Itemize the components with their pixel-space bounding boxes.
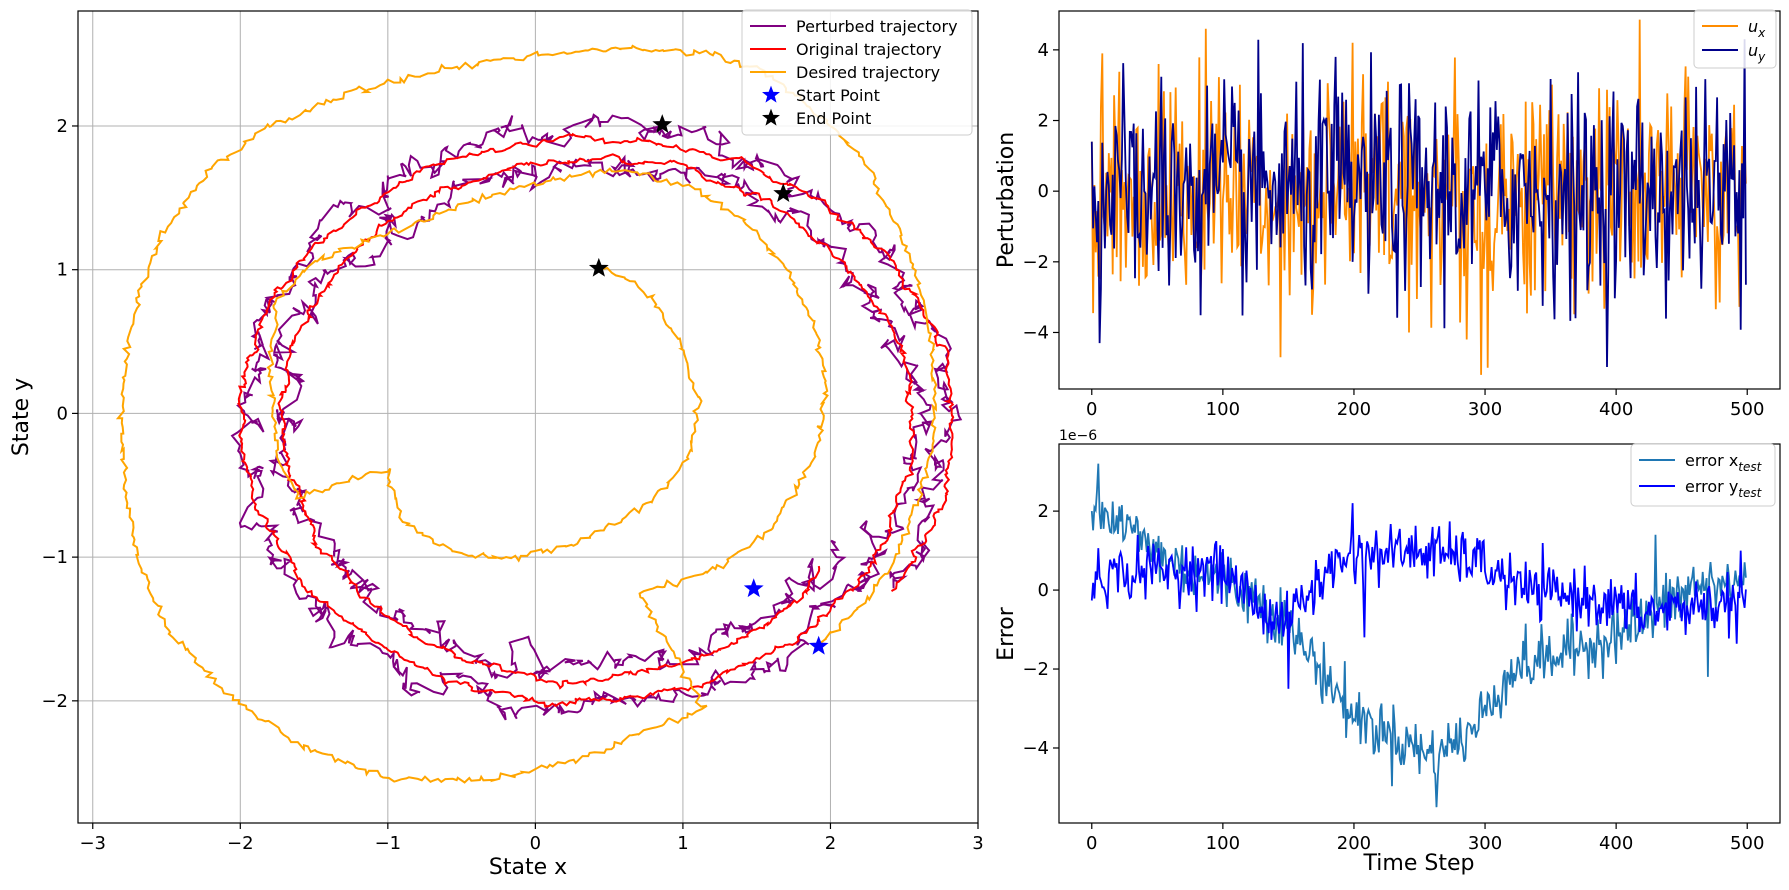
legend-label: Original trajectory (796, 40, 942, 59)
x-tick-label: 0 (1086, 399, 1097, 420)
x-tick-label: 500 (1730, 833, 1764, 854)
trajectory-plot-area (115, 44, 963, 784)
error-panel: 0 100 200 300 400 500 −4 −2 0 2 Time Step Error 1… (994, 428, 1781, 876)
perturbation-axes-frame (1058, 10, 1781, 390)
y-tick-label: 2 (1038, 501, 1049, 522)
y-tick-label: 2 (57, 116, 68, 137)
error-ticks: 0 100 200 300 400 500 −4 −2 0 2 (1022, 501, 1764, 854)
legend-label: error ytest (1685, 477, 1763, 500)
error-y-test-line (1090, 503, 1747, 689)
perturbation-y-axis-label: Perturbation (994, 132, 1019, 268)
x-tick-label: 200 (1337, 833, 1371, 854)
start-point-marker (743, 578, 764, 598)
end-point-marker (588, 257, 609, 277)
x-tick-label: 200 (1337, 399, 1371, 420)
desired-trajectory-line (115, 44, 938, 784)
error-legend: error xtest error ytest (1630, 443, 1776, 507)
trajectory-panel: −3 −2 −1 0 1 2 3 −2 −1 0 1 2 State x State y Pertur… (9, 9, 984, 880)
x-tick-label: −2 (227, 833, 254, 854)
y-tick-label: −2 (41, 691, 68, 712)
u-y-line (1090, 39, 1747, 368)
trajectory-grid (78, 11, 979, 823)
start-point-marker (808, 635, 829, 655)
legend-label: End Point (796, 109, 871, 128)
legend-marker (762, 108, 780, 126)
y-tick-label: −4 (1022, 322, 1049, 343)
y-tick-label: −4 (1022, 738, 1049, 759)
y-tick-label: 0 (1038, 181, 1049, 202)
legend-frame (741, 9, 973, 136)
trajectory-axes-frame (77, 10, 979, 824)
error-x-axis-label: Time Step (1363, 851, 1475, 876)
error-y-axis-label: Error (994, 606, 1019, 661)
perturbation-ticks: 0 100 200 300 400 500 −4 −2 0 2 4 (1022, 40, 1764, 420)
error-x-test-line (1090, 463, 1747, 808)
original-trajectory-line (237, 132, 955, 708)
x-tick-label: −3 (79, 833, 106, 854)
x-tick-label: −1 (375, 833, 402, 854)
trajectory-x-axis-label: State x (489, 855, 567, 880)
y-tick-label: 1 (57, 260, 68, 281)
y-tick-label: 0 (57, 403, 68, 424)
error-axes-frame (1058, 443, 1781, 824)
end-point-marker (773, 183, 794, 202)
y-tick-label: −2 (1022, 659, 1049, 680)
x-tick-label: 400 (1599, 833, 1633, 854)
x-tick-label: 0 (1086, 833, 1097, 854)
x-tick-label: 400 (1599, 399, 1633, 420)
legend-label: error xtest (1685, 451, 1763, 474)
y-tick-label: 4 (1038, 40, 1049, 61)
perturbation-plot-area (1090, 19, 1747, 375)
end-point-marker (652, 114, 673, 133)
trajectory-legend: Perturbed trajectory Original trajectory D… (741, 9, 973, 136)
x-tick-label: 100 (1206, 399, 1240, 420)
y-tick-label: −1 (41, 547, 68, 568)
error-offset-text: 1e−6 (1059, 428, 1097, 444)
error-plot-area (1090, 463, 1747, 808)
x-tick-label: 1 (677, 833, 688, 854)
x-tick-label: 300 (1468, 833, 1502, 854)
y-tick-label: 2 (1038, 111, 1049, 132)
x-tick-label: 100 (1206, 833, 1240, 854)
x-tick-label: 300 (1468, 399, 1502, 420)
perturbed-trajectory-line (230, 113, 963, 721)
x-tick-label: 2 (825, 833, 836, 854)
legend-label: uy (1748, 41, 1766, 64)
perturbation-panel: 0 100 200 300 400 500 −4 −2 0 2 4 Perturbation uxu… (994, 9, 1781, 420)
legend-frame (1693, 9, 1777, 69)
x-tick-label: 0 (530, 833, 541, 854)
y-tick-label: −2 (1022, 252, 1049, 273)
trajectory-ticks: −3 −2 −1 0 1 2 3 −2 −1 0 1 2 (41, 116, 983, 854)
legend-marker (762, 85, 780, 103)
trajectory-y-axis-label: State y (9, 378, 34, 456)
x-tick-label: 500 (1730, 399, 1764, 420)
legend-label: ux (1748, 17, 1766, 40)
y-tick-label: 0 (1038, 580, 1049, 601)
legend-label: Perturbed trajectory (796, 17, 958, 36)
legend-label: Start Point (796, 86, 880, 105)
x-tick-label: 3 (972, 833, 983, 854)
legend-label: Desired trajectory (796, 63, 940, 82)
